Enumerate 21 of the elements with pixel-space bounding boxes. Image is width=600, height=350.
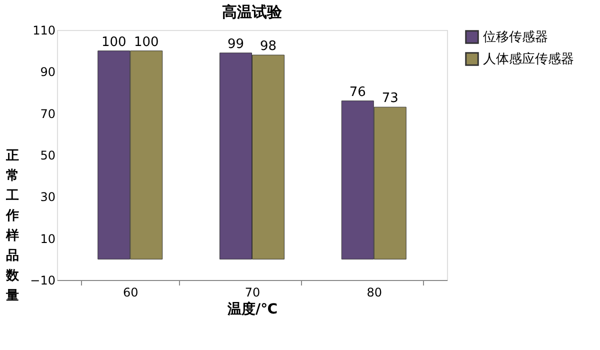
- legend-label: 位移传感器: [483, 30, 548, 45]
- y-tick-label: −10: [30, 274, 56, 288]
- data-label: 99: [227, 36, 244, 52]
- x-tick-label: 80: [366, 286, 382, 300]
- chart-title: 高温试验: [222, 3, 283, 21]
- y-tick-label: 70: [40, 106, 56, 121]
- y-tick-label: 90: [40, 65, 56, 80]
- x-axis-title: 温度/℃: [226, 300, 278, 318]
- data-label: 100: [101, 34, 126, 50]
- y-tick-label: 30: [40, 190, 56, 204]
- x-tick-label: 70: [244, 286, 260, 300]
- data-label: 100: [134, 34, 159, 50]
- x-tick-label: 60: [122, 286, 138, 300]
- data-label: 76: [349, 84, 366, 100]
- y-tick-label: 50: [40, 148, 56, 162]
- y-tick-label: 10: [40, 232, 56, 246]
- legend-label: 人体感应传感器: [483, 51, 574, 67]
- y-axis-title: 正常工作样品数量: [5, 148, 20, 304]
- data-label: 98: [260, 39, 277, 54]
- y-tick-label: 110: [32, 24, 56, 38]
- data-label: 73: [382, 91, 398, 106]
